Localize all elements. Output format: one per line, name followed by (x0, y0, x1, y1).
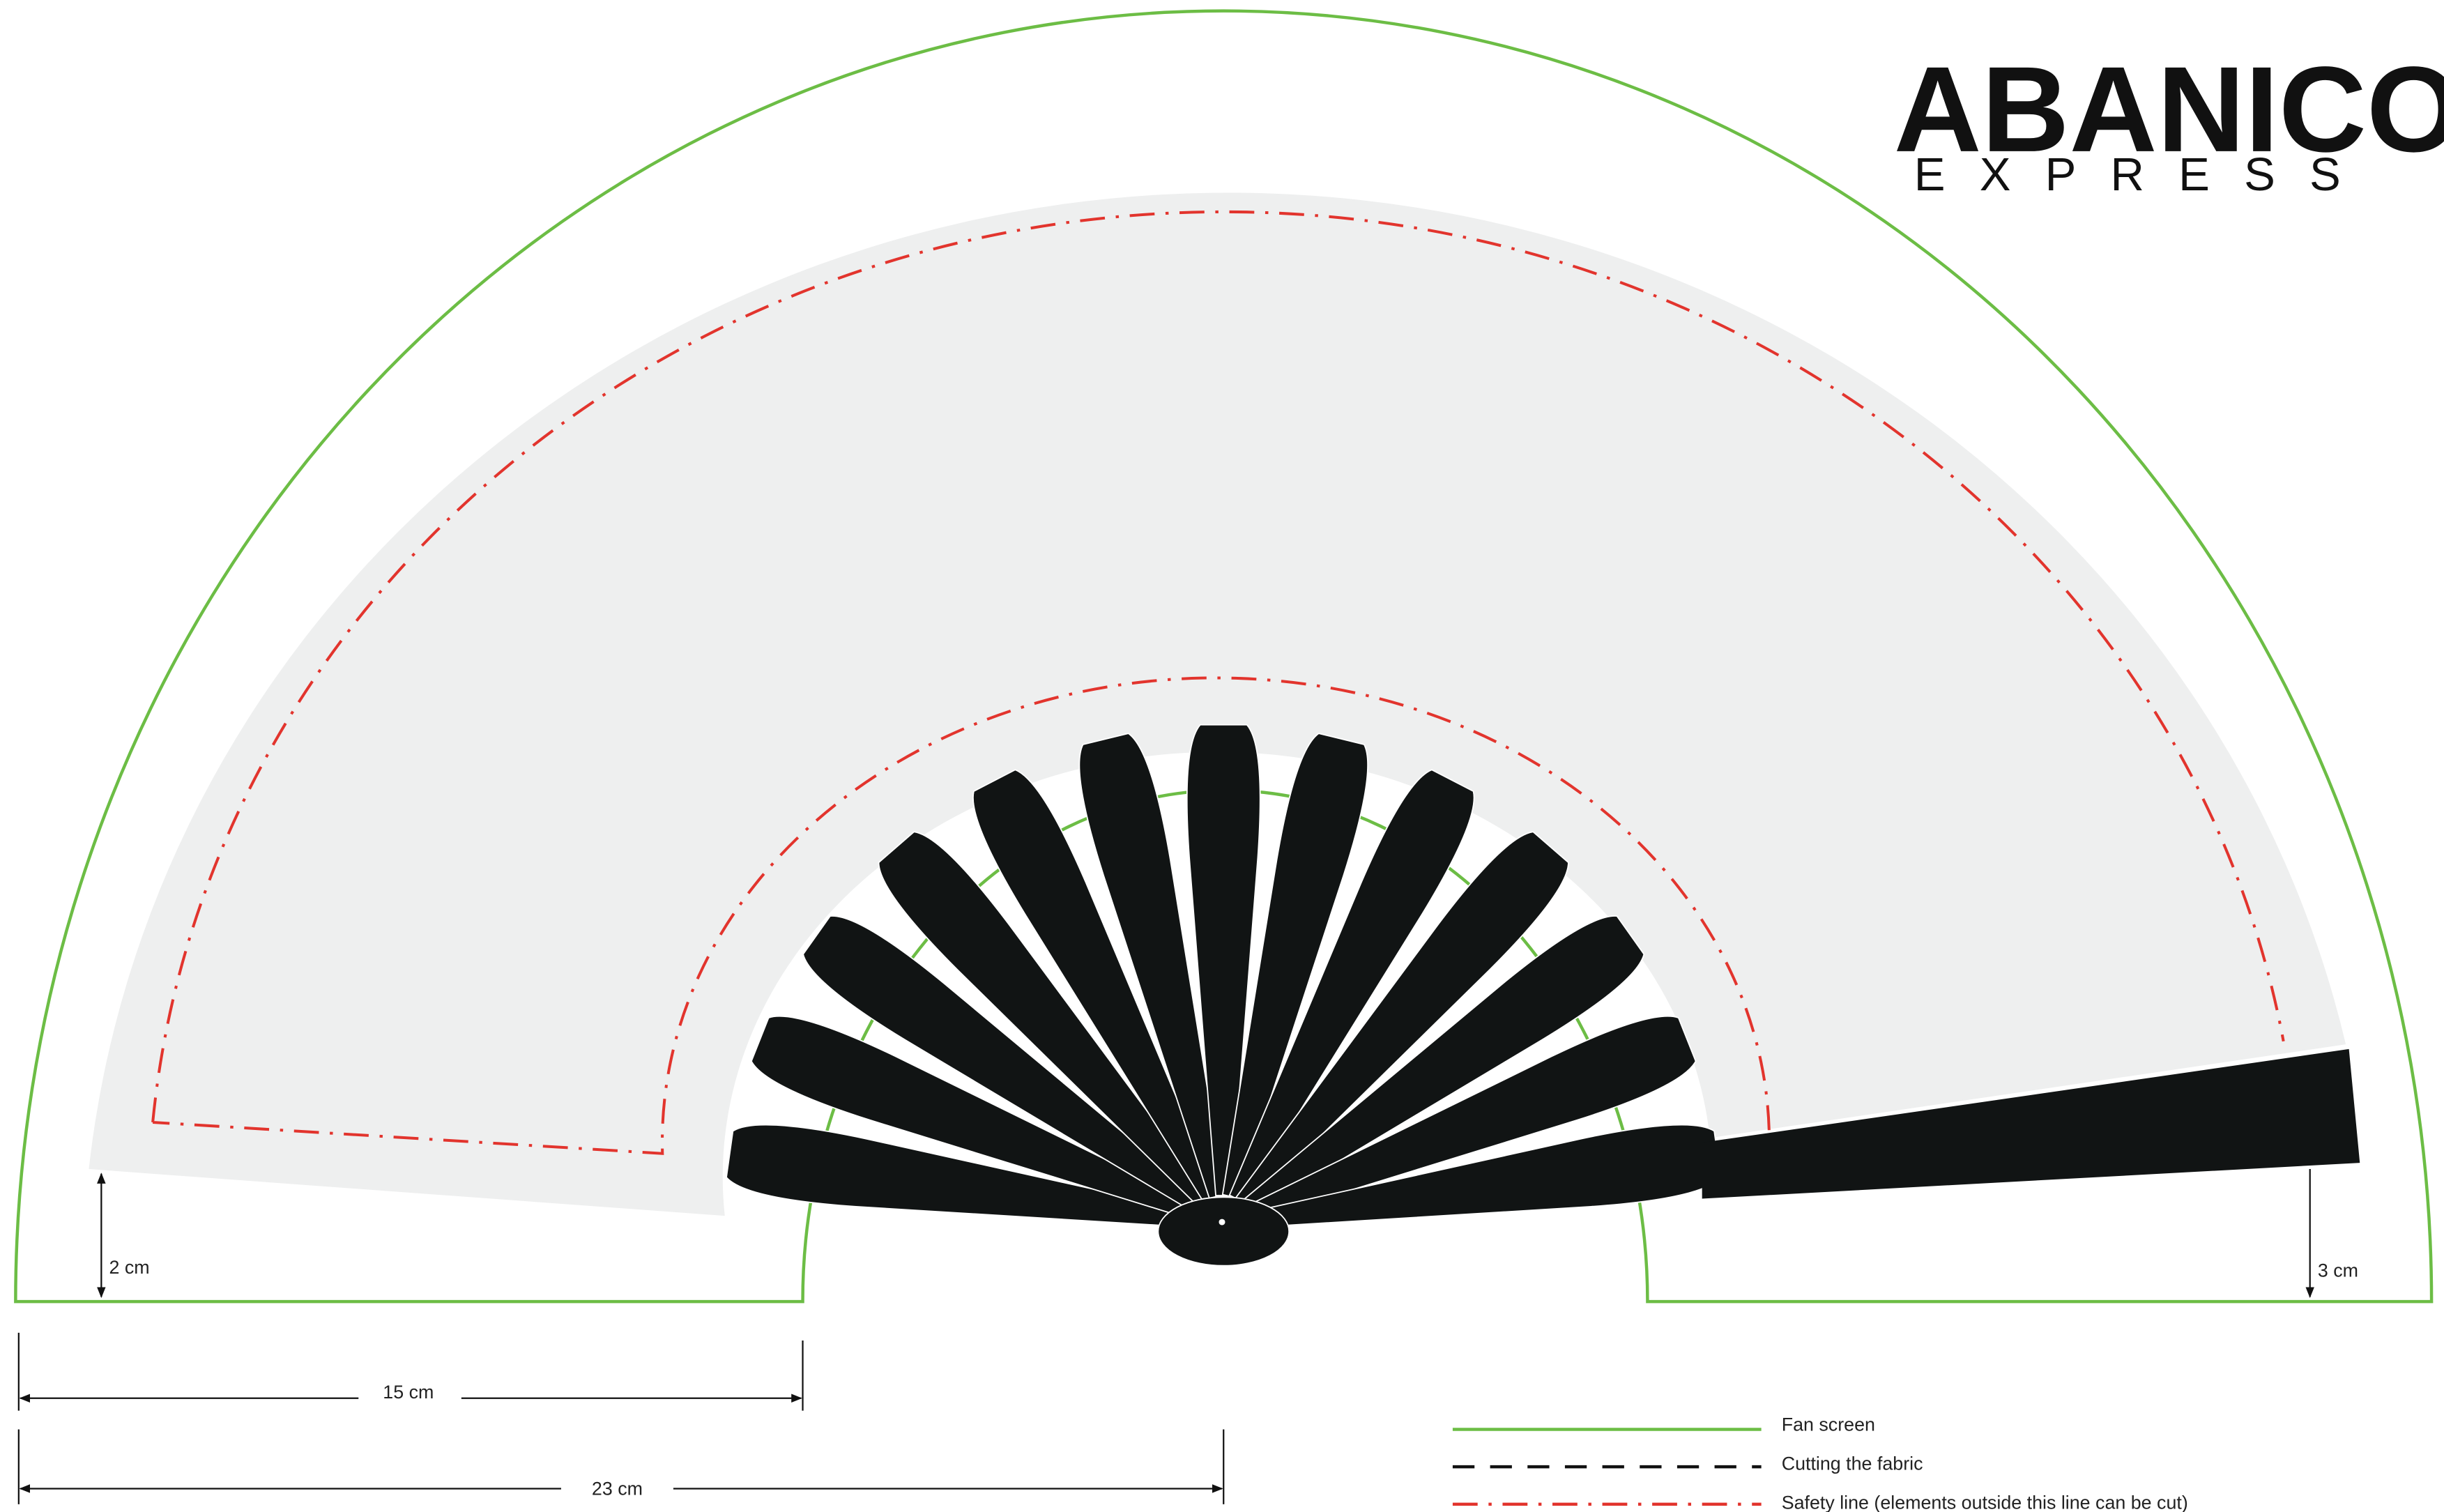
fan-rib (1241, 915, 1645, 1215)
fan-rib (1235, 831, 1569, 1209)
fan-stick (1702, 1048, 2360, 1199)
fan-rib (1078, 733, 1225, 1199)
pivot (1157, 1196, 1290, 1267)
fan-rib (726, 1124, 1198, 1228)
dimension-label: 3 cm (2318, 1260, 2358, 1281)
fan-rib (750, 1015, 1202, 1221)
fan-rib (1186, 724, 1261, 1196)
fan-rib (1246, 1015, 1697, 1221)
legend-label: Safety line (elements outside this line … (1782, 1492, 2188, 1512)
logo-name: ABANICO (1894, 41, 2444, 177)
safety-line (151, 210, 2285, 1155)
legend-label: Fan screen (1782, 1414, 1875, 1435)
fan-rib (878, 831, 1212, 1209)
fan-rib (1221, 733, 1368, 1199)
fan-ribs (726, 724, 1722, 1228)
logo-tagline: EXPRESS (1914, 148, 2375, 201)
pivot-pin (1219, 1219, 1225, 1225)
legend-label: Cutting the fabric (1782, 1453, 1923, 1474)
fan-rib (972, 769, 1219, 1203)
fabric-area (89, 192, 2346, 1216)
fan-rib (802, 915, 1207, 1215)
dimension-label: 23 cm (592, 1478, 643, 1499)
dimension-label: 2 cm (109, 1257, 150, 1278)
fan-rib (1228, 769, 1475, 1203)
dimension-label: 15 cm (383, 1382, 434, 1403)
